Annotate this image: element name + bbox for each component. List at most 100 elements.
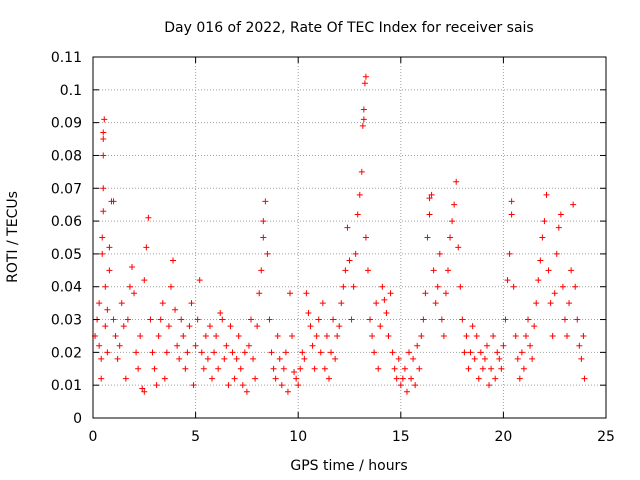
data-point — [118, 300, 125, 307]
data-point — [233, 355, 240, 362]
data-point — [336, 323, 343, 330]
data-point — [453, 178, 460, 185]
data-point — [572, 283, 579, 290]
data-point — [215, 365, 222, 372]
data-point — [580, 332, 587, 339]
axis-ticks — [92, 56, 607, 419]
data-point — [486, 382, 493, 389]
data-point — [401, 365, 408, 372]
data-point — [547, 300, 554, 307]
data-point — [211, 349, 218, 356]
data-point — [352, 250, 359, 257]
data-point — [481, 355, 488, 362]
data-point — [334, 332, 341, 339]
data-point — [508, 198, 515, 205]
data-point — [535, 277, 542, 284]
data-point — [410, 355, 417, 362]
data-point — [282, 349, 289, 356]
data-point — [492, 375, 499, 382]
data-point — [274, 332, 281, 339]
data-point — [321, 365, 328, 372]
data-point — [340, 283, 347, 290]
data-point — [266, 316, 273, 323]
data-point — [241, 349, 248, 356]
data-point — [256, 290, 263, 297]
data-point — [375, 365, 382, 372]
data-point — [465, 365, 472, 372]
data-point — [362, 73, 369, 80]
data-point — [184, 349, 191, 356]
y-tick-label: 0.01 — [51, 378, 82, 394]
data-point — [533, 300, 540, 307]
data-point — [395, 355, 402, 362]
data-point — [295, 382, 302, 389]
x-tick-label: 20 — [494, 429, 512, 445]
data-point — [143, 244, 150, 251]
data-point — [182, 365, 189, 372]
data-point — [135, 365, 142, 372]
data-point — [99, 234, 106, 241]
data-point — [141, 388, 148, 395]
data-point — [225, 382, 232, 389]
data-point — [155, 332, 162, 339]
data-point — [424, 234, 431, 241]
data-point — [258, 267, 265, 274]
data-point — [291, 369, 298, 376]
x-tick-labels: 0 5 10 15 20 25 — [89, 429, 615, 445]
data-point — [522, 332, 529, 339]
y-tick-label: 0.02 — [51, 345, 82, 361]
data-point — [428, 191, 435, 198]
data-point — [99, 250, 106, 257]
data-point — [176, 355, 183, 362]
data-point — [369, 332, 376, 339]
data-point — [229, 349, 236, 356]
data-point — [342, 267, 349, 274]
data-point — [319, 300, 326, 307]
data-point — [387, 290, 394, 297]
data-point — [541, 218, 548, 225]
data-point — [406, 349, 413, 356]
chart-title: Day 016 of 2022, Rate Of TEC Index for r… — [164, 20, 533, 36]
data-point — [124, 316, 131, 323]
data-point — [198, 349, 205, 356]
data-point — [305, 309, 312, 316]
data-point — [289, 332, 296, 339]
data-point — [307, 323, 314, 330]
data-point — [414, 342, 421, 349]
data-point — [272, 375, 279, 382]
data-point — [219, 316, 226, 323]
data-point — [514, 355, 521, 362]
data-point — [133, 349, 140, 356]
data-point — [551, 290, 558, 297]
data-point — [412, 382, 419, 389]
data-point — [436, 250, 443, 257]
data-point — [161, 375, 168, 382]
data-point — [344, 224, 351, 231]
data-point — [315, 316, 322, 323]
data-point — [313, 332, 320, 339]
y-tick-label: 0.11 — [51, 50, 82, 66]
data-point — [564, 332, 571, 339]
data-point — [553, 250, 560, 257]
data-point — [471, 355, 478, 362]
data-point — [359, 122, 366, 129]
data-point — [276, 355, 283, 362]
data-point — [379, 283, 386, 290]
data-point — [104, 306, 111, 313]
data-point — [447, 234, 454, 241]
data-point — [264, 250, 271, 257]
data-point — [106, 267, 113, 274]
data-point — [381, 296, 388, 303]
data-point — [309, 342, 316, 349]
data-point — [494, 349, 501, 356]
data-point — [227, 323, 234, 330]
data-point — [360, 116, 367, 123]
data-point — [408, 375, 415, 382]
data-point — [165, 323, 172, 330]
data-point — [200, 365, 207, 372]
data-point — [434, 283, 441, 290]
data-point — [559, 283, 566, 290]
data-point — [237, 365, 244, 372]
y-tick-label: 0.03 — [51, 313, 82, 329]
